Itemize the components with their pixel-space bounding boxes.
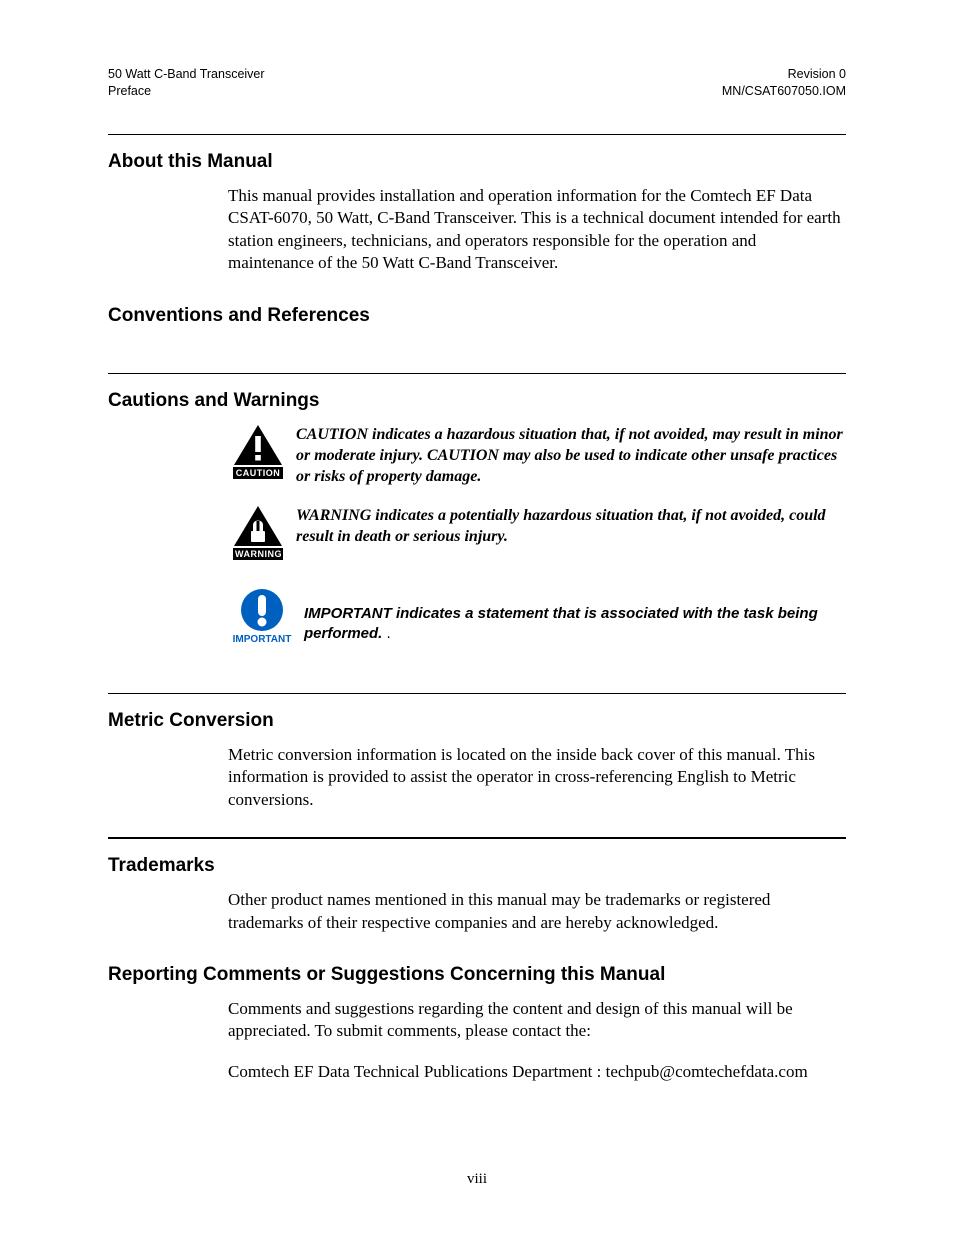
warning-text: WARNING indicates a potentially hazardou… bbox=[288, 505, 846, 547]
warning-icon-slot: WARNING bbox=[228, 505, 288, 560]
important-text-main: IMPORTANT indicates a statement that is … bbox=[304, 605, 818, 642]
body-metric: Metric conversion information is located… bbox=[228, 744, 846, 811]
body-about: This manual provides installation and op… bbox=[228, 185, 846, 275]
header-left: 50 Watt C-Band Transceiver Preface bbox=[108, 66, 265, 100]
heading-trademarks: Trademarks bbox=[108, 855, 846, 877]
section-trademarks: Trademarks Other product names mentioned… bbox=[108, 837, 846, 934]
important-block: IMPORTANT IMPORTANT indicates a statemen… bbox=[228, 588, 846, 645]
important-icon-slot: IMPORTANT bbox=[228, 588, 296, 645]
section-cautions: Cautions and Warnings CAUTION CAUTION in… bbox=[108, 373, 846, 645]
header-left-line1: 50 Watt C-Band Transceiver bbox=[108, 66, 265, 83]
header-right: Revision 0 MN/CSAT607050.IOM bbox=[722, 66, 846, 100]
caution-block: CAUTION CAUTION indicates a hazardous si… bbox=[228, 424, 846, 487]
body-trademarks: Other product names mentioned in this ma… bbox=[228, 889, 846, 934]
body-reporting-2: Comtech EF Data Technical Publications D… bbox=[228, 1061, 846, 1083]
heading-about: About this Manual bbox=[108, 151, 846, 173]
heading-cautions: Cautions and Warnings bbox=[108, 390, 846, 412]
important-text-suffix: . bbox=[387, 625, 391, 642]
caution-triangle-icon bbox=[233, 424, 283, 466]
section-about: About this Manual This manual provides i… bbox=[108, 134, 846, 275]
warning-block: WARNING WARNING indicates a potentially … bbox=[228, 505, 846, 560]
header-left-line2: Preface bbox=[108, 83, 265, 100]
important-text: IMPORTANT indicates a statement that is … bbox=[296, 588, 846, 645]
page-number: viii bbox=[108, 1171, 846, 1188]
warning-triangle-icon bbox=[233, 505, 283, 547]
section-reporting: Reporting Comments or Suggestions Concer… bbox=[108, 964, 846, 1083]
heading-reporting: Reporting Comments or Suggestions Concer… bbox=[108, 964, 846, 986]
section-metric: Metric Conversion Metric conversion info… bbox=[108, 693, 846, 811]
header-right-line2: MN/CSAT607050.IOM bbox=[722, 83, 846, 100]
header-right-line1: Revision 0 bbox=[722, 66, 846, 83]
warning-label: WARNING bbox=[233, 548, 283, 560]
caution-label: CAUTION bbox=[233, 467, 283, 479]
important-label: IMPORTANT bbox=[233, 634, 292, 645]
body-reporting-1: Comments and suggestions regarding the c… bbox=[228, 998, 846, 1043]
important-circle-icon bbox=[240, 588, 284, 632]
heading-metric: Metric Conversion bbox=[108, 710, 846, 732]
caution-icon-slot: CAUTION bbox=[228, 424, 288, 479]
caution-text: CAUTION indicates a hazardous situation … bbox=[288, 424, 846, 487]
heading-conventions: Conventions and References bbox=[108, 305, 846, 327]
page-header: 50 Watt C-Band Transceiver Preface Revis… bbox=[108, 66, 846, 100]
section-conventions: Conventions and References bbox=[108, 305, 846, 327]
